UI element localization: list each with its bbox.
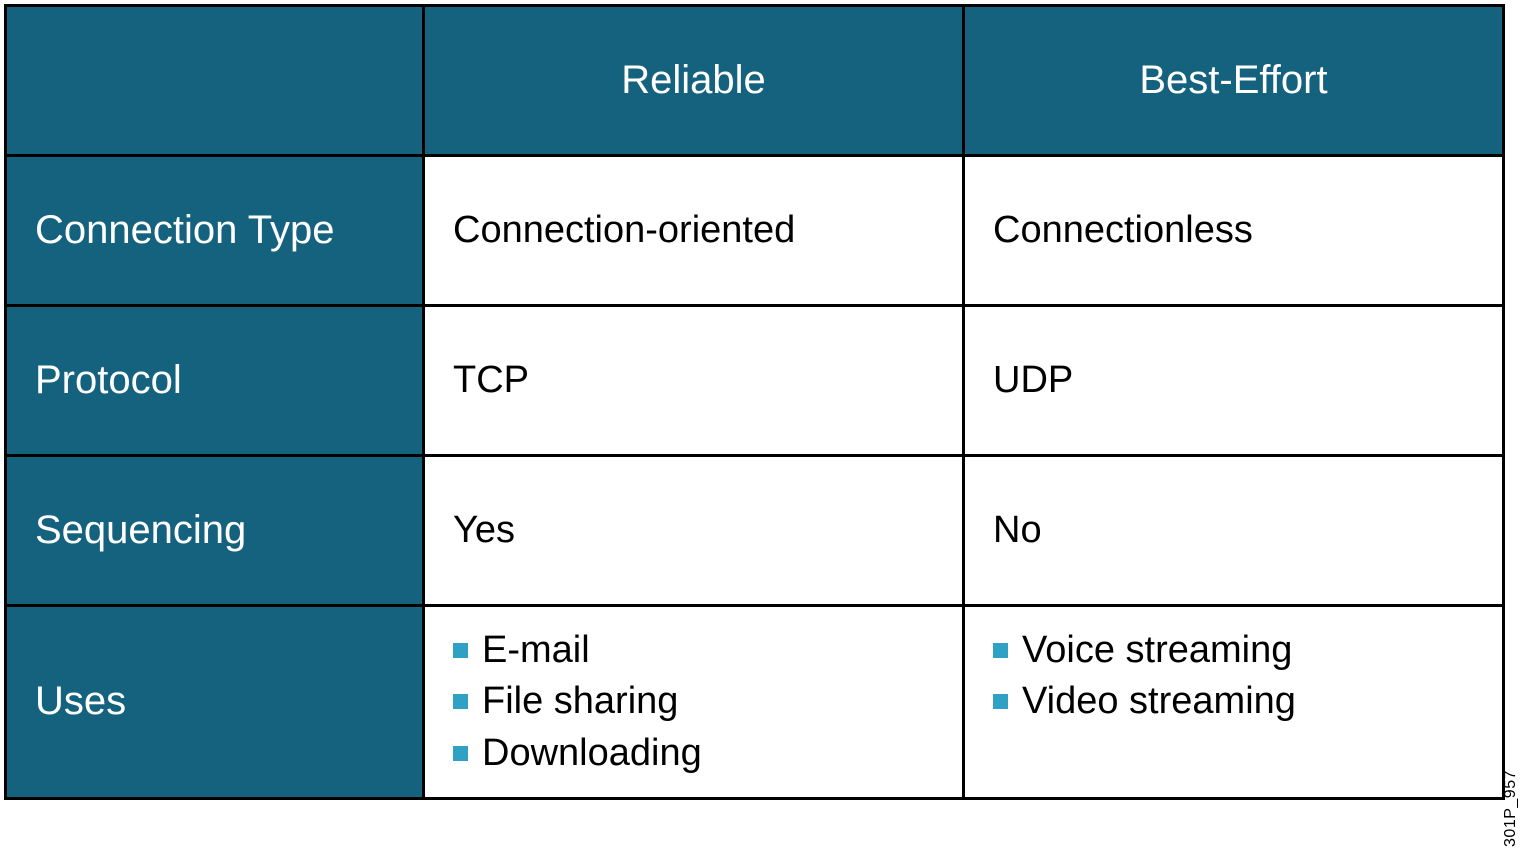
data-cell: E-mailFile sharingDownloading	[424, 606, 964, 799]
data-cell: Connection-oriented	[424, 156, 964, 306]
header-col-reliable: Reliable	[424, 6, 964, 156]
bullet-icon	[993, 643, 1008, 658]
header-blank-cell	[6, 6, 424, 156]
bullet-icon	[453, 746, 468, 761]
data-cell: TCP	[424, 306, 964, 456]
table-body: Connection Type Connection-oriented Connec…	[6, 156, 1504, 799]
list-item-text: Video streaming	[1022, 676, 1296, 727]
row-label-text: Connection Type	[35, 208, 394, 253]
list-item-text: E-mail	[482, 625, 590, 676]
row-label-text: Uses	[35, 679, 394, 724]
row-label-cell: Connection Type	[6, 156, 424, 306]
table-row: Connection Type Connection-oriented Connec…	[6, 156, 1504, 306]
header-col-reliable-label: Reliable	[426, 58, 961, 103]
table-header-row: Reliable Best-Effort	[6, 6, 1504, 156]
header-col-besteffort-label: Best-Effort	[966, 58, 1501, 103]
cell-value: Connection-oriented	[453, 209, 934, 252]
table-row: UsesE-mailFile sharingDownloadingVoice s…	[6, 606, 1504, 799]
comparison-table: Reliable Best-Effort Connection TypeConn…	[4, 4, 1505, 800]
cell-value: TCP	[453, 359, 934, 402]
bullet-icon	[993, 694, 1008, 709]
bullet-icon	[453, 643, 468, 658]
data-cell: Yes	[424, 456, 964, 606]
table-row: Protocol TCP UDP	[6, 306, 1504, 456]
cell-value: Connectionless	[993, 209, 1474, 252]
list-item-text: File sharing	[482, 676, 678, 727]
row-label-text: Protocol	[35, 358, 394, 403]
data-cell: Connectionless	[964, 156, 1504, 306]
cell-value: No	[993, 509, 1474, 552]
row-label-text: Sequencing	[35, 508, 394, 553]
list-item: E-mail	[453, 625, 934, 676]
row-label-cell: Protocol	[6, 306, 424, 456]
list-item-text: Voice streaming	[1022, 625, 1292, 676]
cell-value: Yes	[453, 509, 934, 552]
header-col-besteffort: Best-Effort	[964, 6, 1504, 156]
cell-value: UDP	[993, 359, 1474, 402]
figure-id-label: 301P_957	[1502, 770, 1520, 847]
row-label-cell: Sequencing	[6, 456, 424, 606]
list-item-text: Downloading	[482, 728, 702, 779]
table-row: Sequencing Yes No	[6, 456, 1504, 606]
list-item: Video streaming	[993, 676, 1474, 727]
data-cell: Voice streamingVideo streaming	[964, 606, 1504, 799]
bullet-icon	[453, 694, 468, 709]
row-label-cell: Uses	[6, 606, 424, 799]
list-item: Voice streaming	[993, 625, 1474, 676]
table-viewport: Reliable Best-Effort Connection TypeConn…	[0, 0, 1520, 853]
data-cell: No	[964, 456, 1504, 606]
list-item: File sharing	[453, 676, 934, 727]
list-item: Downloading	[453, 728, 934, 779]
data-cell: UDP	[964, 306, 1504, 456]
